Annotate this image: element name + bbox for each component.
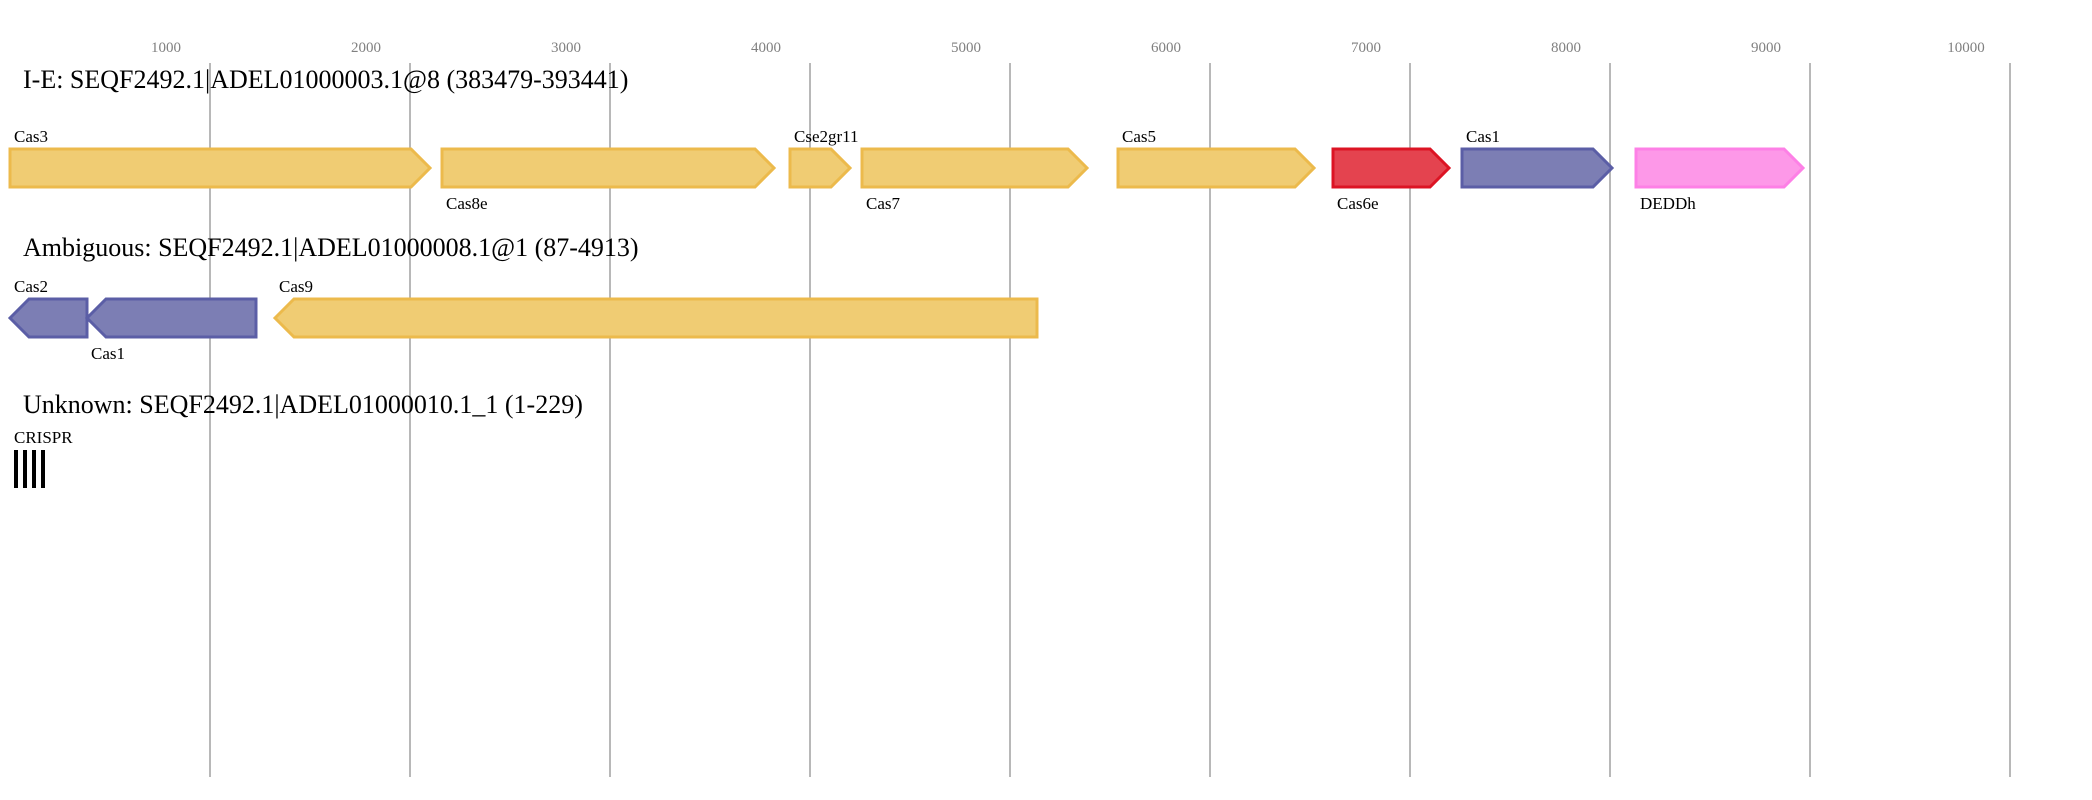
gene-label: Cas1 bbox=[91, 344, 125, 363]
gene-arrow[interactable] bbox=[272, 297, 1039, 339]
locus-title: I-E: SEQF2492.1|ADEL01000003.1@8 (383479… bbox=[23, 65, 628, 94]
crispr-repeat bbox=[32, 450, 36, 488]
gene-arrow[interactable] bbox=[7, 297, 89, 339]
axis-tick-label: 5000 bbox=[951, 40, 981, 56]
gene-label: Cas9 bbox=[279, 277, 313, 296]
gene-cas5[interactable]: Cas5 bbox=[1116, 127, 1317, 189]
axis-tick-label: 4000 bbox=[751, 40, 781, 56]
gene-cas7[interactable]: Cas7 bbox=[860, 147, 1090, 213]
gene-label: Cse2gr11 bbox=[794, 127, 859, 146]
locus-title: Unknown: SEQF2492.1|ADEL01000010.1_1 (1-… bbox=[23, 390, 583, 419]
gene-arrow[interactable] bbox=[1116, 147, 1317, 189]
gene-arrow[interactable] bbox=[860, 147, 1090, 189]
gene-cas8e[interactable]: Cas8e bbox=[440, 147, 777, 213]
axis-tick-label: 1000 bbox=[151, 40, 181, 56]
axis-tick-label: 2000 bbox=[351, 40, 381, 56]
axis-tick-label: 3000 bbox=[551, 40, 581, 56]
gene-cas1[interactable]: Cas1 bbox=[84, 297, 258, 363]
gene-cse2gr11[interactable]: Cse2gr11 bbox=[788, 127, 859, 189]
gene-label: Cas5 bbox=[1122, 127, 1156, 146]
crispr-repeat bbox=[23, 450, 27, 488]
axis-tick-label: 6000 bbox=[1151, 40, 1181, 56]
gene-arrow[interactable] bbox=[440, 147, 777, 189]
crispr-repeat bbox=[41, 450, 45, 488]
gene-cas6e[interactable]: Cas6e bbox=[1331, 147, 1452, 213]
gene-label: Cas3 bbox=[14, 127, 48, 146]
gene-cas9[interactable]: Cas9 bbox=[272, 277, 1039, 339]
axis-tick-label: 7000 bbox=[1351, 40, 1381, 56]
gene-arrow[interactable] bbox=[1460, 147, 1615, 189]
gene-label: Cas6e bbox=[1337, 194, 1379, 213]
locus: I-E: SEQF2492.1|ADEL01000003.1@8 (383479… bbox=[8, 65, 1806, 213]
gene-cas3[interactable]: Cas3 bbox=[8, 127, 433, 189]
crispr-array[interactable]: CRISPR bbox=[14, 428, 73, 488]
gene-arrow[interactable] bbox=[8, 147, 433, 189]
gene-arrow[interactable] bbox=[788, 147, 853, 189]
axis-tick-label: 9000 bbox=[1751, 40, 1781, 56]
gene-cas2[interactable]: Cas2 bbox=[7, 277, 89, 339]
gene-label: Cas7 bbox=[866, 194, 901, 213]
gene-deddh[interactable]: DEDDh bbox=[1634, 147, 1806, 213]
axis-tick-label: 10000 bbox=[1947, 40, 1985, 56]
gene-arrow[interactable] bbox=[1331, 147, 1452, 189]
locus-title: Ambiguous: SEQF2492.1|ADEL01000008.1@1 (… bbox=[23, 233, 639, 262]
gene-cas1[interactable]: Cas1 bbox=[1460, 127, 1615, 189]
gene-label: Cas1 bbox=[1466, 127, 1500, 146]
locus: Unknown: SEQF2492.1|ADEL01000010.1_1 (1-… bbox=[14, 390, 583, 488]
locus: Ambiguous: SEQF2492.1|ADEL01000008.1@1 (… bbox=[7, 233, 1039, 363]
crispr-label: CRISPR bbox=[14, 428, 73, 447]
gene-arrow[interactable] bbox=[1634, 147, 1806, 189]
gene-label: DEDDh bbox=[1640, 194, 1696, 213]
gene-arrow[interactable] bbox=[84, 297, 258, 339]
gene-label: Cas2 bbox=[14, 277, 48, 296]
crispr-repeat bbox=[14, 450, 18, 488]
loci: I-E: SEQF2492.1|ADEL01000003.1@8 (383479… bbox=[7, 65, 1806, 488]
axis-tick-label: 8000 bbox=[1551, 40, 1581, 56]
gene-label: Cas8e bbox=[446, 194, 488, 213]
